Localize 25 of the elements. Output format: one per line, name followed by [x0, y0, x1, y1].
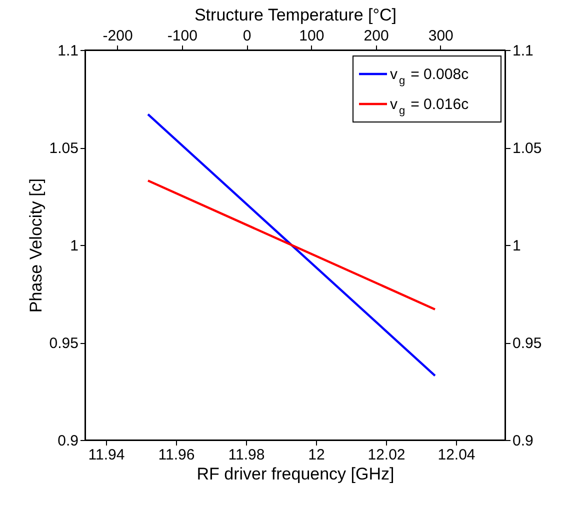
x2-tick-label: -100	[167, 28, 198, 44]
x-tick-label: 11.98	[228, 446, 265, 464]
y2-tick-label: 1	[512, 238, 521, 254]
y2-tick-label: 1.1	[512, 42, 534, 60]
y-axis-title: Phase Velocity [c]	[26, 178, 46, 313]
y-tick-label: 0.95	[49, 335, 78, 352]
x-tick-label: 12.02	[368, 446, 406, 464]
y2-tick-label: 0.9	[512, 432, 534, 450]
x-tick-label: 12	[308, 446, 325, 464]
x-tick-label: 11.94	[88, 446, 125, 464]
y-tick-label: 0.9	[58, 432, 78, 450]
x2-tick-label: 0	[242, 28, 252, 44]
x-tick-label: 12.04	[438, 446, 476, 464]
y2-tick-label: 1.05	[512, 140, 542, 157]
x2-tick-label: 100	[299, 28, 324, 44]
x-axis-title: RF driver frequency [GHz]	[196, 464, 394, 484]
x2-tick-label: 200	[364, 28, 389, 44]
y-tick-label: 1.05	[49, 140, 78, 157]
y2-tick-label: 0.95	[512, 335, 542, 352]
x-tick-label: 11.96	[158, 446, 195, 464]
x2-axis-title: Structure Temperature [°C]	[194, 6, 397, 24]
x2-tick-label: 300	[428, 28, 454, 44]
x2-tick-label: -200	[102, 28, 133, 44]
y-tick-label: 1.1	[58, 42, 78, 60]
y-tick-label: 1	[70, 238, 78, 254]
